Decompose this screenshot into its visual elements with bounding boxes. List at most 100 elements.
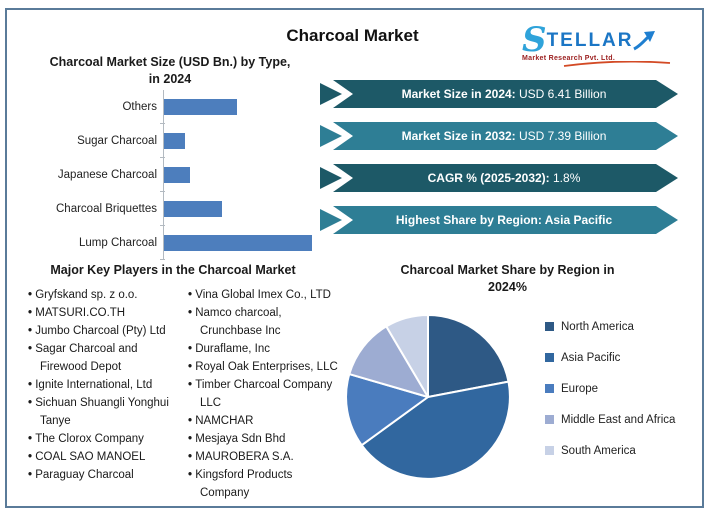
bar-plot-cell [163,158,324,192]
pie-slice-north-america [427,314,510,398]
list-item: Royal Oak Enterprises, LLC [176,358,340,376]
list-item: Jumbo Charcoal (Pty) Ltd [16,322,176,340]
logo-tagline: Market Research Pvt. Ltd. [522,55,616,62]
list-item: Sagar Charcoal and Firewood Depot [16,340,176,376]
banner-highest-share-region: Highest Share by Region: Asia Pacific [320,206,678,234]
logo-growth-arrow-icon [632,31,655,51]
legend-item-south-america: South America [545,441,675,460]
bar-category-label: Lump Charcoal [79,237,157,249]
pie-slice-south-america [385,314,429,398]
bar-lump-charcoal [164,235,312,251]
banner-text: CAGR % (2025-2032): 1.8% [350,164,658,192]
list-item: The Clorox Company [16,430,176,448]
list-item: Sichuan Shuangli Yonghui Tanye [16,394,176,430]
bar-row-charcoal-briquettes: Charcoal Briquettes [14,192,324,226]
banner-text: Market Size in 2024: USD 6.41 Billion [350,80,658,108]
banner-body [333,164,678,192]
banner-arrowhead [320,209,342,231]
infographic-border [5,8,704,508]
bar-category-label: Others [122,101,157,113]
pie-chart [344,311,512,483]
legend-item-asia-pacific: Asia Pacific [545,348,675,367]
banner-label: Highest Share by Region: Asia Pacific [395,213,613,227]
banner-text: Highest Share by Region: Asia Pacific [350,206,658,234]
legend-label: Europe [561,382,599,395]
legend-marker [545,384,554,393]
pie-chart-title: Charcoal Market Share by Region in 2024% [400,263,615,294]
bar-plot-cell [163,192,324,226]
banner-value: USD 7.39 Billion [515,129,607,143]
list-item: Paraguay Charcoal [16,466,176,484]
bar-chart-title: Charcoal Market Size (USD Bn.) by Type, … [49,55,291,86]
banner-value: 1.8% [549,171,581,185]
list-item: Gryfskand sp. z o.o. [16,286,176,304]
list-item: Namco charcoal, Crunchbase Inc [176,304,340,340]
bar-others [164,99,237,115]
banner-arrow-shape [320,80,678,108]
bar-plot-cell [163,90,324,124]
banner-label: CAGR % (2025-2032): [427,171,550,185]
legend-marker [545,353,554,362]
banner-arrowhead [320,125,342,147]
legend-item-north-america: North America [545,317,675,336]
banner-cagr: CAGR % (2025-2032): 1.8% [320,164,678,192]
pie-chart-svg [345,314,511,480]
bar-charcoal-briquettes [164,201,222,217]
banner-arrow-shape [320,122,678,150]
bar-chart: Others Sugar Charcoal Japanese Charcoal … [14,90,324,260]
legend-label: North America [561,320,634,333]
banner-body [333,122,678,150]
logo-s-swoosh: S [522,19,547,60]
bar-row-others: Others [14,90,324,124]
logo-wordmark: S TELLAR [522,19,682,60]
list-item: MATSURI.CO.TH [16,304,176,322]
bar-category-label: Sugar Charcoal [77,135,157,147]
bar-row-japanese-charcoal: Japanese Charcoal [14,158,324,192]
legend-label: South America [561,444,636,457]
stellar-logo: S TELLAR Market Research Pvt. Ltd. [522,20,682,70]
banner-label: Market Size in 2032: [401,129,516,143]
legend-label: Asia Pacific [561,351,621,364]
list-item: Kingsford Products Company [176,466,340,502]
legend-item-middle-east-and-africa: Middle East and Africa [545,410,675,429]
banner-label: Market Size in 2024: [401,87,516,101]
pie-slice-asia-pacific [360,380,511,480]
bar-row-sugar-charcoal: Sugar Charcoal [14,124,324,158]
banner-value: USD 6.41 Billion [515,87,607,101]
list-item: Vina Global Imex Co., LTD [176,286,340,304]
bar-row-lump-charcoal: Lump Charcoal [14,226,324,260]
list-item: MAUROBERA S.A. [176,448,340,466]
bar-sugar-charcoal [164,133,185,149]
legend-label: Middle East and Africa [561,413,676,426]
legend-marker [545,322,554,331]
banner-market-size-2032: Market Size in 2032: USD 7.39 Billion [320,122,678,150]
list-item: Mesjaya Sdn Bhd [176,430,340,448]
key-players-list-right: Vina Global Imex Co., LTD Namco charcoal… [176,286,340,502]
legend-marker [545,415,554,424]
logo-wordmark-text: TELLAR [546,30,634,51]
pie-slice-middle-east-and-africa [348,325,429,398]
banner-arrowhead [320,167,342,189]
bar-plot-cell [163,124,324,158]
list-item: Ignite International, Ltd [16,376,176,394]
bar-category-label: Japanese Charcoal [57,169,157,181]
list-item: Timber Charcoal Company LLC [176,376,340,412]
logo-swoosh-underline [563,61,671,67]
banner-body [333,80,678,108]
banner-body [333,206,678,234]
bar-plot-cell [163,226,324,260]
banner-arrow-shape [320,206,678,234]
banner-arrowhead [320,83,342,105]
list-item: COAL SAO MANOEL [16,448,176,466]
page-title: Charcoal Market [286,26,419,45]
bar-japanese-charcoal [164,167,190,183]
banner-text: Market Size in 2032: USD 7.39 Billion [350,122,658,150]
legend-item-europe: Europe [545,379,675,398]
pie-legend: North America Asia Pacific Europe Middle… [545,317,675,460]
banner-market-size-2024: Market Size in 2024: USD 6.41 Billion [320,80,678,108]
banner-arrow-shape [320,164,678,192]
list-item: Duraflame, Inc [176,340,340,358]
key-players-list-left: Gryfskand sp. z o.o. MATSURI.CO.TH Jumbo… [16,286,176,484]
bar-category-label: Charcoal Briquettes [56,203,157,215]
list-item: NAMCHAR [176,412,340,430]
